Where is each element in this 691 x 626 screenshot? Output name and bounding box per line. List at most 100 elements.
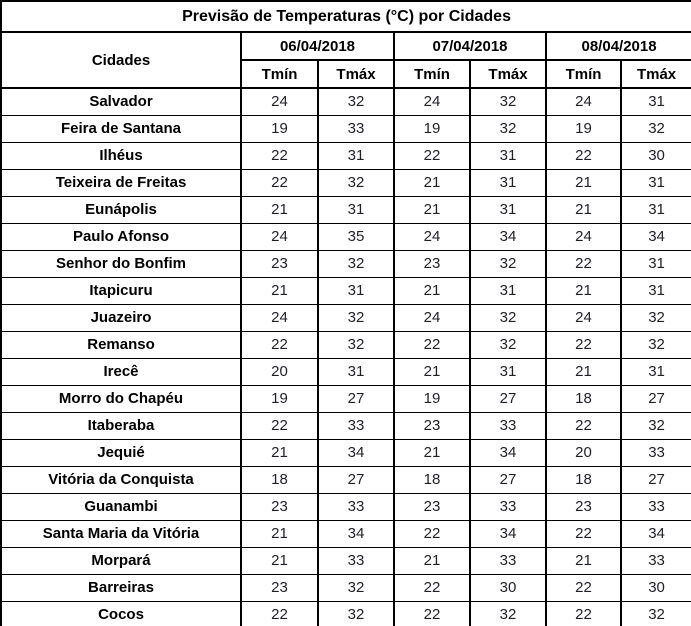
tmax-cell: 34 bbox=[469, 519, 547, 548]
tmax-cell: 31 bbox=[619, 249, 691, 278]
table-row: Barreiras 23 32 22 30 22 30 bbox=[0, 573, 691, 602]
tmin-header-2: Tmín bbox=[393, 59, 471, 89]
tmin-cell: 24 bbox=[393, 87, 471, 116]
tmax-cell: 33 bbox=[469, 546, 547, 575]
table-row: Irecê 20 31 21 31 21 31 bbox=[0, 357, 691, 386]
tmin-cell: 20 bbox=[240, 357, 319, 386]
tmax-cell: 33 bbox=[469, 411, 547, 440]
tmax-cell: 33 bbox=[469, 492, 547, 521]
tmin-cell: 21 bbox=[393, 195, 471, 224]
tmin-cell: 18 bbox=[240, 465, 319, 494]
tmax-cell: 31 bbox=[317, 141, 395, 170]
tmin-cell: 23 bbox=[545, 492, 622, 521]
tmax-cell: 27 bbox=[317, 465, 395, 494]
tmin-cell: 22 bbox=[545, 249, 622, 278]
tmax-cell: 31 bbox=[619, 168, 691, 197]
tmax-cell: 33 bbox=[619, 492, 691, 521]
tmax-cell: 27 bbox=[619, 465, 691, 494]
city-cell: Jequié bbox=[0, 438, 242, 467]
tmin-cell: 24 bbox=[545, 303, 622, 332]
date-header-row: Cidades 06/04/2018 07/04/2018 08/04/2018 bbox=[0, 31, 691, 89]
tmin-cell: 21 bbox=[240, 546, 319, 575]
tmax-cell: 32 bbox=[469, 330, 547, 359]
table-row: Juazeiro 24 32 24 32 24 32 bbox=[0, 303, 691, 332]
table-row: Itapicuru 21 31 21 31 21 31 bbox=[0, 276, 691, 305]
tmin-cell: 22 bbox=[240, 168, 319, 197]
tmin-cell: 24 bbox=[240, 87, 319, 116]
city-cell: Remanso bbox=[0, 330, 242, 359]
tmax-cell: 35 bbox=[317, 222, 395, 251]
tmin-cell: 21 bbox=[393, 357, 471, 386]
tmin-cell: 18 bbox=[545, 384, 622, 413]
tmax-cell: 27 bbox=[317, 384, 395, 413]
tmin-cell: 21 bbox=[240, 519, 319, 548]
tmax-cell: 32 bbox=[317, 249, 395, 278]
tmin-cell: 18 bbox=[545, 465, 622, 494]
tmin-cell: 22 bbox=[393, 141, 471, 170]
tmin-cell: 22 bbox=[545, 411, 622, 440]
tmax-cell: 30 bbox=[469, 573, 547, 602]
city-cell: Itapicuru bbox=[0, 276, 242, 305]
tmax-cell: 33 bbox=[317, 492, 395, 521]
city-cell: Paulo Afonso bbox=[0, 222, 242, 251]
table-row: Santa Maria da Vitória 21 34 22 34 22 34 bbox=[0, 519, 691, 548]
tmin-cell: 21 bbox=[393, 546, 471, 575]
tmax-cell: 27 bbox=[469, 465, 547, 494]
tmin-cell: 18 bbox=[393, 465, 471, 494]
city-cell: Morpará bbox=[0, 546, 242, 575]
tmax-cell: 32 bbox=[469, 249, 547, 278]
tmin-cell: 21 bbox=[240, 276, 319, 305]
city-cell: Feira de Santana bbox=[0, 114, 242, 143]
table-row: Jequié 21 34 21 34 20 33 bbox=[0, 438, 691, 467]
tmax-cell: 32 bbox=[469, 87, 547, 116]
tmin-cell: 21 bbox=[545, 546, 622, 575]
tmin-cell: 21 bbox=[240, 438, 319, 467]
tmin-cell: 22 bbox=[240, 600, 319, 626]
tmin-cell: 21 bbox=[240, 195, 319, 224]
tmin-cell: 24 bbox=[545, 87, 622, 116]
city-cell: Barreiras bbox=[0, 573, 242, 602]
tmax-cell: 34 bbox=[317, 519, 395, 548]
table-row: Guanambi 23 33 23 33 23 33 bbox=[0, 492, 691, 521]
tmax-cell: 32 bbox=[619, 114, 691, 143]
tmax-cell: 30 bbox=[619, 141, 691, 170]
table-row: Salvador 24 32 24 32 24 31 bbox=[0, 87, 691, 116]
tmax-cell: 32 bbox=[469, 303, 547, 332]
tmin-cell: 23 bbox=[393, 249, 471, 278]
tmax-cell: 31 bbox=[469, 357, 547, 386]
tmin-cell: 23 bbox=[393, 411, 471, 440]
tmin-header-1: Tmín bbox=[240, 59, 319, 89]
date-header-1: 06/04/2018 bbox=[240, 31, 395, 61]
tmax-cell: 34 bbox=[469, 438, 547, 467]
cities-column-header: Cidades bbox=[0, 31, 242, 89]
tmin-cell: 22 bbox=[393, 600, 471, 626]
tmax-cell: 31 bbox=[469, 141, 547, 170]
city-cell: Juazeiro bbox=[0, 303, 242, 332]
tmin-cell: 19 bbox=[240, 114, 319, 143]
tmax-cell: 32 bbox=[619, 411, 691, 440]
tmax-header-2: Tmáx bbox=[469, 59, 547, 89]
tmin-cell: 19 bbox=[393, 384, 471, 413]
table-row: Itaberaba 22 33 23 33 22 32 bbox=[0, 411, 691, 440]
tmax-cell: 31 bbox=[317, 357, 395, 386]
tmax-cell: 31 bbox=[317, 195, 395, 224]
tmax-cell: 27 bbox=[469, 384, 547, 413]
city-cell: Vitória da Conquista bbox=[0, 465, 242, 494]
tmin-cell: 22 bbox=[545, 519, 622, 548]
tmin-cell: 22 bbox=[545, 330, 622, 359]
tmin-cell: 22 bbox=[393, 330, 471, 359]
table-row: Teixeira de Freitas 22 32 21 31 21 31 bbox=[0, 168, 691, 197]
tmax-cell: 31 bbox=[619, 195, 691, 224]
tmax-cell: 31 bbox=[619, 357, 691, 386]
tmin-cell: 21 bbox=[545, 357, 622, 386]
tmin-cell: 24 bbox=[393, 222, 471, 251]
tmax-cell: 32 bbox=[469, 114, 547, 143]
city-cell: Santa Maria da Vitória bbox=[0, 519, 242, 548]
tmin-cell: 21 bbox=[545, 276, 622, 305]
tmax-cell: 31 bbox=[469, 276, 547, 305]
table-row: Morro do Chapéu 19 27 19 27 18 27 bbox=[0, 384, 691, 413]
city-cell: Itaberaba bbox=[0, 411, 242, 440]
tmax-cell: 32 bbox=[619, 330, 691, 359]
table-row: Feira de Santana 19 33 19 32 19 32 bbox=[0, 114, 691, 143]
tmin-cell: 22 bbox=[393, 519, 471, 548]
